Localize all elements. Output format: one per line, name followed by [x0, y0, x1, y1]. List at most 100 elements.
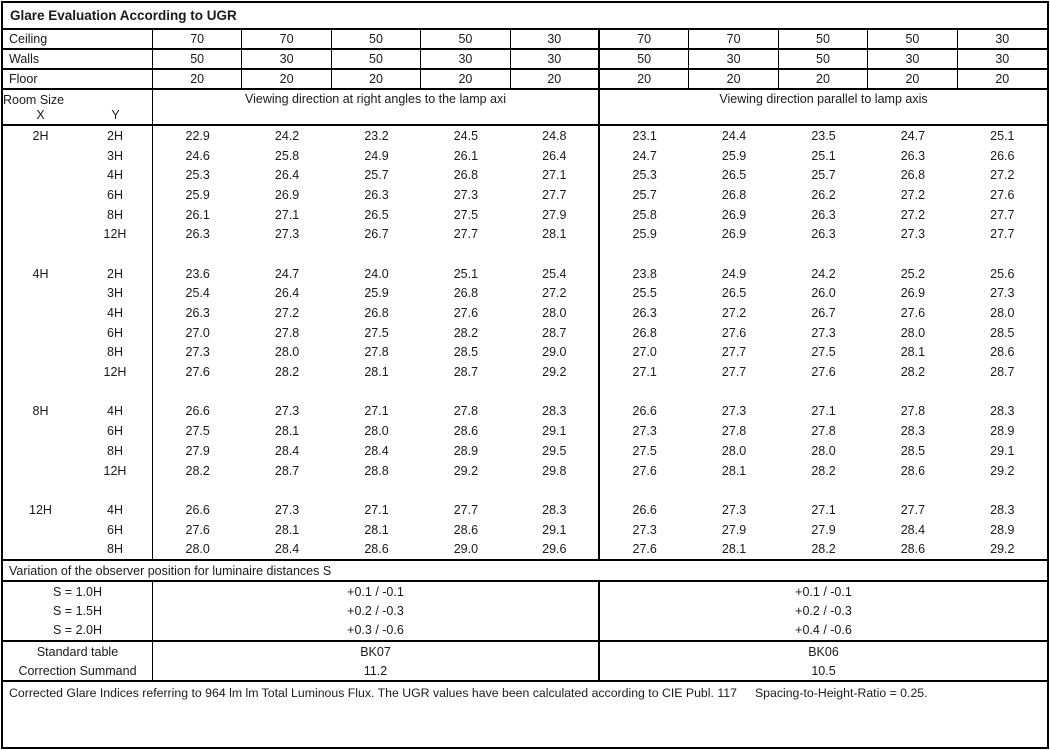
ugr-y-cell: 12H	[78, 362, 153, 382]
ugr-value-cell: 28.3	[900, 424, 926, 439]
ugr-value-cell: 27.6	[632, 463, 657, 478]
ugr-value-cell: 27.6	[990, 187, 1015, 202]
ugr-value-cell: 27.6	[811, 365, 836, 380]
ugr-value-cell: 26.9	[721, 207, 747, 222]
spacer-left-cell	[153, 244, 600, 264]
ugr-value-cell: 28.2	[811, 463, 836, 478]
ugr-row: 8H 28.0 28.4 28.6 29.0 29.6 27.6 28.1 28.2 28.6 29…	[3, 539, 1047, 560]
ugr-value-cell: 27.6	[632, 542, 657, 557]
ugr-x-cell	[3, 539, 78, 559]
surface-value-cell: 30	[995, 32, 1010, 46]
ugr-value-cell: 26.9	[274, 187, 300, 202]
ugr-x-cell: 4H	[32, 266, 49, 281]
surface-value-cell: 30	[242, 50, 332, 68]
ugr-value-cell: 26.0	[811, 286, 836, 301]
ugr-value-cell: 26.5	[721, 286, 747, 301]
ugr-y-cell: 12H	[78, 460, 153, 481]
ugr-value-cell: 24.5	[453, 128, 479, 143]
ugr-value-cell: 27.5	[632, 443, 657, 458]
ugr-y-cell: 4H	[78, 500, 153, 520]
surface-row: Walls 50 30 50 30 30 50 30 50 30 30	[3, 48, 1047, 68]
ugr-value-cell: 28.0	[364, 424, 389, 439]
ugr-value-cell: 27.3	[721, 404, 747, 419]
ugr-value-cell: 29.2	[511, 362, 600, 382]
y-col-label: Y	[111, 108, 120, 122]
ugr-x-cell	[3, 461, 78, 481]
ugr-value-cell: 23.6	[185, 266, 210, 281]
ugr-value-cell: 23.8	[632, 266, 657, 281]
ugr-value-cell: 27.7	[453, 502, 479, 517]
ugr-value-cell: 27.2	[900, 187, 926, 202]
ugr-value-cell: 28.9	[453, 443, 479, 458]
ugr-y-cell: 6H	[78, 519, 153, 540]
ugr-value-cell: 28.5	[990, 325, 1015, 340]
ugr-value-cell: 27.3	[453, 187, 479, 202]
ugr-value-cell: 25.7	[632, 187, 657, 202]
ugr-x-cell	[3, 441, 78, 461]
ugr-value-cell: 27.1	[811, 404, 836, 419]
ugr-y-cell: 12H	[78, 224, 153, 245]
ugr-value-cell: 27.2	[274, 306, 300, 321]
ugr-y-cell: 3H	[78, 145, 153, 166]
ugr-row: 12H 28.2 28.7 28.8 29.2 29.8 27.6 28.1 28.2 28.6 2…	[3, 460, 1047, 481]
ugr-value-cell: 25.4	[185, 286, 210, 301]
ugr-value-cell: 28.0	[990, 306, 1015, 321]
ugr-value-cell: 25.4	[511, 263, 600, 284]
ugr-value-cell: 27.2	[511, 283, 600, 304]
surface-reflectance-rows: Ceiling 70 70 50 50 30 70 70 50 50 30 Walls 50 30 50 30…	[3, 28, 1047, 88]
ugr-value-cell: 28.6	[900, 542, 926, 557]
ugr-value-cell: 25.7	[811, 168, 836, 183]
surface-value-cell: 50	[868, 30, 958, 48]
ugr-value-cell: 24.4	[721, 128, 747, 143]
ugr-value-cell: 28.3	[990, 404, 1015, 419]
ugr-value-cell: 27.6	[721, 325, 747, 340]
ugr-value-cell: 27.8	[364, 345, 389, 360]
xy-labels: X Y	[3, 108, 152, 123]
ugr-value-cell: 27.8	[900, 404, 926, 419]
footer-note: Corrected Glare Indices referring to 964…	[3, 682, 1047, 747]
summary-value-right: 10.5	[811, 663, 836, 678]
ugr-spacer-row	[3, 381, 1047, 402]
ugr-value-cell: 27.5	[811, 345, 836, 360]
ugr-value-cell: 29.1	[511, 519, 600, 540]
surface-value-cell: 50	[600, 50, 690, 68]
ugr-value-cell: 28.0	[900, 325, 926, 340]
variation-value-right: +0.1 / -0.1	[795, 584, 852, 599]
ugr-y-cell: 2H	[78, 126, 153, 146]
ugr-value-cell: 29.1	[990, 443, 1015, 458]
ugr-row: 12H 26.3 27.3 26.7 27.7 28.1 25.9 26.9 26.3 27.3 2…	[3, 224, 1047, 245]
ugr-value-cell: 27.1	[811, 502, 836, 517]
ugr-value-cell: 28.7	[511, 322, 600, 343]
ugr-y-cell: 2H	[78, 263, 153, 284]
ugr-row: 6H 27.6 28.1 28.1 28.6 29.1 27.3 27.9 27.9 28.4 28…	[3, 519, 1047, 540]
ugr-x-cell	[3, 421, 78, 441]
ugr-value-cell: 27.3	[900, 227, 926, 242]
ugr-x-cell	[3, 520, 78, 540]
ugr-row: 6H 27.0 27.8 27.5 28.2 28.7 26.8 27.6 27.3 28.0 28…	[3, 322, 1047, 343]
room-size-label: Room Size	[3, 93, 65, 107]
spacer-label-cell	[3, 480, 153, 501]
footer-text: Corrected Glare Indices referring to 964…	[9, 686, 737, 701]
ugr-value-cell: 25.8	[274, 148, 300, 163]
ugr-value-cell: 26.4	[511, 145, 600, 166]
surface-row: Floor 20 20 20 20 20 20 20 20 20 20	[3, 68, 1047, 88]
ugr-value-cell: 29.8	[511, 460, 600, 481]
ugr-row: 6H 27.5 28.1 28.0 28.6 29.1 27.3 27.8 27.8 28.3 28…	[3, 421, 1047, 441]
surface-value-cell: 50	[421, 30, 511, 48]
ugr-value-cell: 26.6	[990, 148, 1015, 163]
ugr-value-cell: 28.0	[274, 345, 300, 360]
variation-header-row: Variation of the observer position for l…	[3, 559, 1047, 580]
ugr-value-cell: 28.2	[274, 365, 300, 380]
ugr-value-cell: 27.2	[721, 306, 747, 321]
ugr-value-cell: 25.9	[632, 227, 657, 242]
ugr-value-cell: 26.3	[811, 227, 836, 242]
ugr-value-cell: 26.5	[364, 207, 389, 222]
spacer-label-cell	[3, 244, 153, 264]
ugr-row: 3H 25.4 26.4 25.9 26.8 27.2 25.5 26.5 26.0 26.9 27…	[3, 283, 1047, 304]
ugr-row: 6H 25.9 26.9 26.3 27.3 27.7 25.7 26.8 26.2 27.2 27…	[3, 185, 1047, 205]
spacer-left-cell	[153, 381, 600, 402]
ugr-y-cell: 3H	[78, 283, 153, 304]
ugr-value-cell: 25.1	[990, 128, 1015, 143]
ugr-value-cell: 28.6	[900, 463, 926, 478]
spacer-right-cell	[600, 244, 1047, 264]
